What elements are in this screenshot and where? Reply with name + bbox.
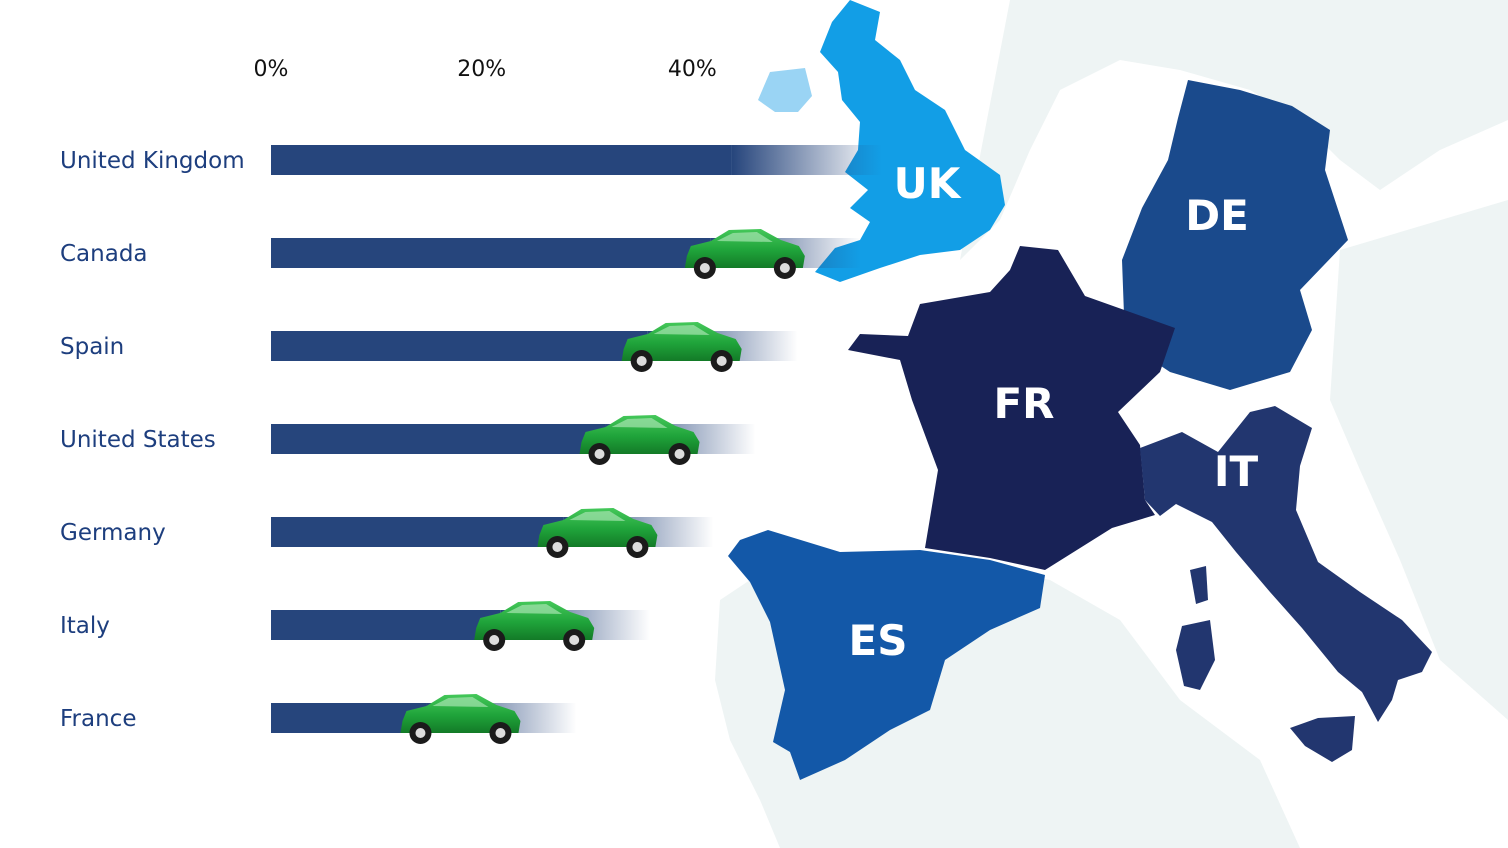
bar-spain [271, 331, 648, 361]
bars-group [271, 145, 882, 744]
car-icon [684, 229, 805, 279]
car-hubcap [489, 635, 500, 645]
country-code-es: ES [849, 616, 908, 665]
land-shape-north-africa [960, 760, 1300, 848]
country-code-fr: FR [993, 379, 1054, 428]
bar-germany [271, 517, 564, 547]
car-icon [400, 694, 521, 744]
car-hubcap [495, 728, 506, 738]
car-window [716, 232, 773, 242]
car-icon [474, 601, 595, 651]
category-label-united-states: United States [60, 427, 216, 453]
car-hubcap [415, 728, 426, 738]
country-germany [1122, 80, 1348, 390]
category-label-canada: Canada [60, 241, 148, 267]
country-code-de: DE [1185, 191, 1249, 240]
car-body [537, 508, 658, 547]
bar-canada [271, 238, 711, 268]
bar-france [271, 703, 427, 733]
category-label-italy: Italy [60, 613, 110, 639]
category-labels: United Kingdom Canada Spain United State… [60, 148, 245, 732]
car-hubcap [552, 542, 563, 552]
country-shapes [728, 0, 1432, 780]
car-body [474, 601, 595, 640]
country-france [848, 246, 1175, 570]
car-window [569, 511, 626, 521]
car-body [400, 694, 521, 733]
bar-italy [271, 610, 501, 640]
bar-united-states [271, 424, 606, 454]
car-window [432, 697, 489, 707]
car-icon [537, 508, 658, 558]
x-tick-label-2: 40% [668, 57, 717, 82]
country-labels: UK DE FR IT ES [849, 159, 1259, 665]
car-hubcap [716, 356, 727, 366]
country-uk [815, 0, 1005, 282]
car-hubcap [779, 263, 790, 273]
land-shape-east [1330, 200, 1508, 720]
car-icon [579, 415, 700, 465]
country-sicily [1290, 716, 1355, 762]
car-hubcap [699, 263, 710, 273]
car-window [653, 325, 710, 335]
car-hubcap [594, 449, 605, 459]
category-label-germany: Germany [60, 520, 166, 546]
car-window [506, 604, 563, 614]
x-tick-label-1: 20% [457, 57, 506, 82]
category-label-united-kingdom: United Kingdom [60, 148, 245, 174]
country-italy [1140, 406, 1432, 722]
car-hubcap [632, 542, 643, 552]
country-sardinia [1176, 620, 1215, 690]
land-shape-north [960, 0, 1508, 260]
bar-fade-united-kingdom [731, 145, 882, 175]
car-body [684, 229, 805, 268]
x-tick-label-0: 0% [254, 57, 289, 82]
bar-united-kingdom [271, 145, 732, 175]
country-corsica [1190, 566, 1208, 604]
car-icon [621, 322, 742, 372]
x-axis: 0% 20% 40% [254, 57, 717, 82]
car-hubcap [674, 449, 685, 459]
category-label-france: France [60, 706, 136, 732]
car-window [611, 418, 668, 428]
car-hubcap [569, 635, 580, 645]
car-body [621, 322, 742, 361]
category-label-spain: Spain [60, 334, 124, 360]
car-body [579, 415, 700, 454]
country-ireland [758, 68, 812, 112]
country-spain [728, 530, 1045, 780]
car-hubcap [636, 356, 647, 366]
country-code-it: IT [1214, 447, 1259, 496]
country-code-uk: UK [894, 159, 962, 208]
